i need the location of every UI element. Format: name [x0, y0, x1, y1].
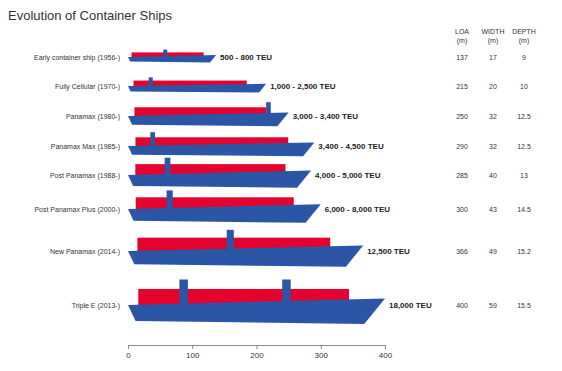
title: Evolution of Container Ships [8, 8, 173, 23]
category-label: New Panamax (2014-) [50, 248, 120, 256]
capacity-label: 6,000 - 8,000 TEU [325, 205, 391, 214]
table-value: 285 [456, 172, 468, 179]
bridge [165, 158, 171, 175]
ship [128, 158, 311, 188]
bridge [150, 132, 155, 146]
table-value: 15.2 [517, 248, 531, 255]
hull [128, 204, 321, 223]
hull [128, 171, 311, 188]
hull [128, 246, 363, 267]
capacity-label: 3,400 - 4,500 TEU [318, 142, 384, 151]
table-value: 32 [489, 113, 497, 120]
bridge [179, 280, 187, 305]
chart: Evolution of Container Ships Early contai… [0, 0, 562, 371]
ship [128, 77, 266, 92]
tick: 400 [379, 345, 393, 360]
table-value: 49 [489, 248, 497, 255]
table-value: 12.5 [517, 143, 531, 150]
table-value: 10 [520, 83, 528, 90]
capacity-label: 18,000 TEU [389, 301, 432, 310]
table-value: 13 [520, 172, 528, 179]
tick-label: 0 [126, 351, 131, 360]
column-header: DEPTH [512, 28, 536, 35]
table-value: 366 [456, 248, 468, 255]
table-value: 17 [489, 54, 497, 61]
category-label: Post Panamax (1988-) [50, 172, 120, 180]
bridge [149, 77, 153, 86]
tick-mark [192, 345, 193, 349]
x-axis: 0 100 200 300 400 [126, 345, 392, 360]
hull [128, 55, 216, 62]
tick-mark [257, 345, 258, 349]
category-label: Triple E (2013-) [72, 302, 120, 310]
tick-label: 400 [379, 351, 393, 360]
table-value: 290 [456, 143, 468, 150]
tick-label: 200 [250, 351, 264, 360]
table-value: 59 [489, 302, 497, 309]
ship [128, 50, 216, 63]
tick-label: 100 [186, 351, 200, 360]
table-value: 400 [456, 302, 468, 309]
table-value: 15.5 [517, 302, 531, 309]
tick-mark [128, 345, 129, 349]
bridge [167, 190, 173, 209]
column-header: WIDTH [482, 28, 505, 35]
ship [128, 280, 385, 324]
table-value: 43 [489, 206, 497, 213]
plot-area [128, 50, 385, 324]
ship [128, 230, 363, 267]
bridge [227, 230, 234, 251]
category-label: Early container ship (1956-) [34, 54, 120, 62]
tick-label: 300 [315, 351, 329, 360]
column-unit: (m) [457, 37, 468, 45]
table-value: 9 [522, 54, 526, 61]
capacity-label: 12,500 TEU [367, 247, 410, 256]
tick: 300 [315, 345, 329, 360]
category-label: Fully Cellular (1970-) [55, 83, 120, 91]
column-unit: (m) [519, 37, 530, 45]
hull [128, 298, 385, 323]
tick: 100 [186, 345, 200, 360]
column-unit: (m) [488, 37, 499, 45]
texts: Early container ship (1956-) 500 - 800 TE… [34, 28, 536, 310]
bridge [163, 50, 167, 57]
capacity-label: 500 - 800 TEU [220, 53, 272, 62]
ship [128, 190, 321, 222]
table-value: 20 [489, 83, 497, 90]
tick: 0 [126, 345, 131, 360]
hull [128, 84, 266, 93]
axis-line [129, 346, 386, 350]
category-label: Post Panamax Plus (2000-) [34, 206, 120, 214]
table-value: 250 [456, 113, 468, 120]
capacity-label: 3,000 - 3,400 TEU [293, 112, 359, 121]
tick: 200 [250, 345, 264, 360]
capacity-label: 1,000 - 2,500 TEU [270, 82, 336, 91]
table-value: 137 [456, 54, 468, 61]
category-label: Panamax (1980-) [66, 113, 120, 121]
category-label: Panamax Max (1985-) [51, 143, 120, 151]
ship [128, 132, 314, 156]
table-value: 40 [489, 172, 497, 179]
ship [128, 102, 289, 126]
table-value: 12.5 [517, 113, 531, 120]
hull [128, 142, 314, 156]
hull [128, 112, 289, 126]
capacity-label: 4,000 - 5,000 TEU [315, 171, 381, 180]
table-value: 215 [456, 83, 468, 90]
tick-mark [321, 345, 322, 349]
table-value: 32 [489, 143, 497, 150]
table-value: 300 [456, 206, 468, 213]
table-value: 14.5 [517, 206, 531, 213]
column-header: LOA [455, 28, 469, 35]
tick-mark [385, 345, 386, 349]
